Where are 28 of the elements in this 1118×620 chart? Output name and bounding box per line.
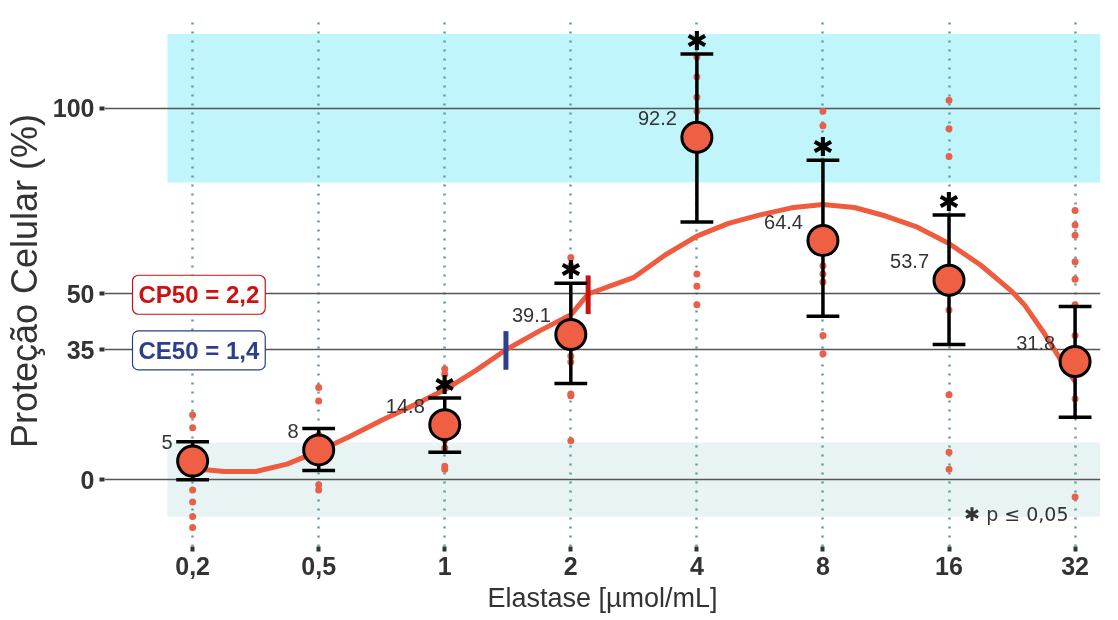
x-tick-label: 0,5 [301, 551, 337, 580]
annotation: ✱ [812, 132, 834, 163]
x-tick-label: 8 [816, 551, 830, 580]
text: CP50 = 2,2 [138, 281, 260, 309]
x-tick-label: 0,2 [175, 551, 211, 580]
annotation: ✱ [938, 186, 960, 217]
data-label: 64.4 [764, 210, 803, 233]
data-label: 92.2 [637, 107, 677, 130]
x-tick-label: 16 [935, 551, 963, 580]
annotation: ✱ [559, 255, 582, 286]
y-tick-label: 100 [52, 94, 95, 123]
data-label: 53.7 [890, 250, 930, 273]
data-label: 8 [287, 419, 299, 442]
y-axis-title: Proteção Celular (%) [3, 113, 45, 449]
y-tick-label: 50 [66, 280, 95, 308]
annotation: ✱ p ≤ 0,05 [964, 502, 1069, 525]
y-tick-label: 35 [66, 335, 95, 364]
x-tick-label: 2 [563, 551, 578, 580]
y-tick-label: 0 [80, 465, 95, 494]
text: CE50 = 1,4 [138, 336, 260, 364]
annotation: ✱ [433, 369, 456, 400]
data-label: 5 [161, 431, 173, 454]
x-tick-label: 1 [437, 551, 452, 580]
annotation: ✱ [685, 26, 708, 57]
x-tick-label: 4 [689, 551, 704, 580]
data-label: 39.1 [511, 304, 551, 327]
x-axis-title: Elastase [µmol/mL] [487, 582, 718, 613]
x-tick-label: 32 [1061, 551, 1089, 580]
